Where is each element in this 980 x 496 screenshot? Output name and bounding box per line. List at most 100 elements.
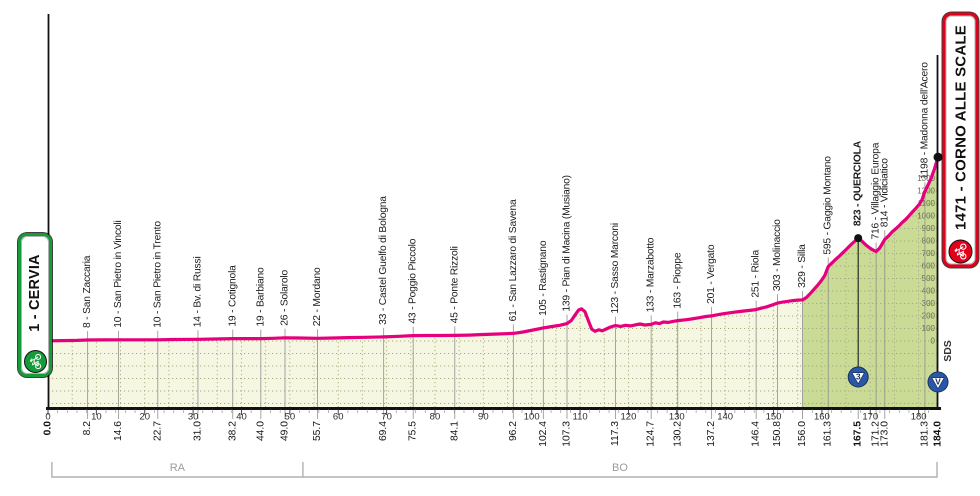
x-axis-distance-label: 49.0: [280, 421, 291, 441]
waypoint-label: 61 - San Lazzaro di Savena: [508, 199, 519, 321]
y-axis-elevation-label: 0: [931, 337, 936, 346]
waypoint-label: 1198 - Madonna dell'Acero: [919, 62, 930, 179]
start-label-box: 1 - CERVIA: [18, 233, 52, 377]
x-axis-km-tick-label: 120: [621, 412, 637, 423]
province-bracket-line: [51, 462, 938, 478]
finish-label-box: 1471 - CORNO ALLE SCALE: [942, 12, 979, 268]
y-axis-elevation-label: 900: [922, 224, 936, 233]
y-axis-elevation-label: 400: [922, 287, 936, 296]
x-axis-distance-label: 55.7: [312, 421, 323, 441]
x-axis-distance-label: 44.0: [255, 421, 266, 441]
waypoint-label: 19 - Barbiano: [255, 267, 266, 327]
waypoint-label: 303 - Molinaccio: [772, 219, 783, 291]
x-axis-km-tick-label: 90: [478, 412, 489, 423]
waypoint-label: 14 - Bv. di Russi: [192, 256, 203, 327]
x-axis-distance-label: 171.2: [871, 421, 882, 447]
waypoint-label: 22 - Mordano: [312, 267, 323, 326]
gpm-summit-dot: [854, 234, 863, 243]
x-axis-distance-label: 84.1: [449, 421, 460, 441]
x-axis-distance-label: 31.0: [192, 421, 203, 441]
badge-triangle: [931, 377, 945, 390]
waypoint-label: 43 - Poggio Piccolo: [408, 238, 419, 323]
waypoint-label: 201 - Vergato: [706, 244, 717, 304]
waypoint-label: 139 - Pian di Macina (Musiano): [562, 175, 573, 312]
x-axis-distance-label: 14.6: [113, 421, 124, 441]
waypoint-label: 251 - Riola: [751, 250, 762, 298]
x-axis-distance-label: 156.0: [797, 421, 808, 447]
x-axis-distance-label: 107.3: [562, 421, 573, 447]
waypoint-label: 10 - San Pietro in Vincoli: [113, 220, 124, 327]
x-axis-distance-label: 96.2: [508, 421, 519, 441]
x-axis-km-tick-label: 160: [814, 412, 830, 423]
x-axis-km-tick-label: 30: [188, 412, 199, 423]
waypoint-label: 814 - Vidiciatico: [879, 158, 890, 228]
province-bracket: [51, 462, 938, 478]
x-axis-km-tick-label: 70: [381, 412, 392, 423]
y-axis-elevation-label: 1300: [917, 174, 935, 183]
waypoint-label: 329 - Silla: [797, 244, 808, 288]
x-axis-distance-label: 130.2: [672, 421, 683, 447]
x-axis-distance-label: 38.2: [227, 421, 238, 441]
waypoint-label: 123 - Sasso Marconi: [610, 223, 621, 314]
finish-cyclist-icon: [948, 239, 973, 264]
x-axis-km-tick-label: 180: [911, 412, 927, 423]
finish-label: 1471 - CORNO ALLE SCALE: [952, 25, 969, 230]
x-axis-distance-label: 0.0: [43, 421, 54, 436]
y-axis-elevation-label: 200: [922, 312, 936, 321]
waypoint-label: 105 - Rastignano: [538, 240, 549, 316]
badge-text: 3: [856, 372, 861, 382]
profile-line: [46, 155, 940, 343]
waypoint-label: 716 - Villaggio Europa: [871, 142, 882, 239]
y-axis-elevation-label: 800: [922, 237, 936, 246]
x-axis-km-tick-label: 60: [333, 412, 344, 423]
x-axis-distance-label: 167.5: [853, 421, 864, 447]
x-axis-km-tick-label: 150: [766, 412, 782, 423]
x-axis-km-tick-label: 110: [572, 412, 587, 423]
x-axis-km-tick-label: 0: [45, 412, 50, 423]
x-axis-km-tick-label: 100: [524, 412, 540, 423]
x-axis-distance-label: 75.5: [408, 421, 419, 441]
start-label: 1 - CERVIA: [27, 254, 43, 332]
waypoint-label: 133 - Marzabotto: [646, 237, 657, 312]
x-axis-km-tick-label: 10: [91, 412, 102, 423]
badge-text: V: [935, 377, 941, 387]
waypoint-label: 45 - Ponte Rizzoli: [449, 246, 460, 323]
x-axis-distance-label: 22.7: [152, 421, 163, 441]
x-axis-distance-label: 117.3: [610, 421, 621, 446]
x-axis-distance-label: 150.8: [772, 421, 783, 447]
x-axis-distance-label: 184.0: [933, 421, 944, 447]
y-axis-elevation-label: 600: [922, 262, 936, 271]
x-axis-distance-label: 102.4: [538, 421, 549, 447]
x-axis-distance-label: 69.4: [378, 421, 389, 441]
x-axis-distance-label: 173.0: [879, 421, 890, 447]
y-axis-elevation-label: 1000: [917, 212, 935, 221]
waypoint-label: 10 - San Pietro in Trento: [152, 221, 163, 328]
start-cyclist-icon: [23, 350, 47, 373]
waypoint-label: 33 - Castel Guelfo di Bologna: [378, 196, 389, 325]
province-label: BO: [612, 462, 628, 474]
y-axis-elevation-label: 300: [922, 299, 936, 308]
x-axis-km-tick-label: 170: [862, 412, 878, 423]
badge-triangle: [851, 372, 866, 385]
y-axis-elevation-label: 100: [922, 324, 936, 333]
waypoint-label: 163 - Pioppe: [672, 252, 683, 308]
x-axis-distance-label: 161.3: [823, 421, 834, 447]
y-axis-elevation-label: 500: [922, 274, 936, 283]
province-label: RA: [170, 462, 186, 474]
x-axis-km-tick-label: 50: [285, 412, 296, 423]
sds-watermark: SDS: [942, 340, 954, 362]
waypoint-label: 19 - Cotignola: [227, 265, 238, 327]
waypoint-label: 823 - QUERCIOLA: [853, 140, 864, 226]
x-axis-distance-label: 181.3: [919, 421, 930, 447]
waypoint-label: 26 - Solarolo: [280, 269, 291, 325]
x-axis-km-tick-label: 40: [236, 412, 247, 423]
x-axis-km-tick-label: 140: [717, 412, 733, 423]
x-axis-km-tick-label: 130: [669, 412, 685, 423]
x-axis-distance-label: 146.4: [751, 421, 762, 447]
x-axis-distance-label: 8.2: [82, 421, 93, 436]
x-axis-km-tick-label: 80: [430, 412, 441, 423]
y-axis-elevation-label: 1100: [918, 199, 936, 208]
gpm3-icon: 3: [847, 366, 869, 388]
